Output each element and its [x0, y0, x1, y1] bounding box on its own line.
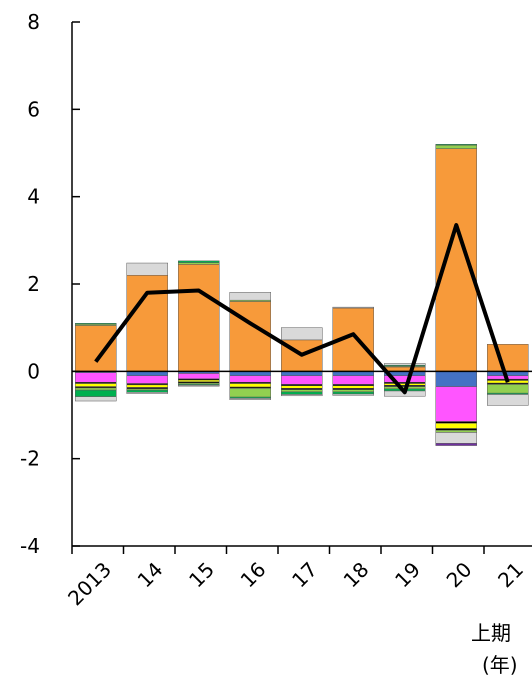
bar-segment-2013-3 — [75, 383, 117, 387]
bar-segment-17-3 — [281, 385, 323, 389]
bar-segment-16-7 — [229, 398, 271, 400]
bar-segment-20-9 — [435, 148, 477, 372]
x-tick-label-16: 16 — [236, 557, 271, 592]
y-tick-label: 0 — [27, 359, 40, 383]
y-tick-label: 4 — [27, 185, 40, 209]
bar-segment-15-9 — [178, 264, 220, 372]
x-tick-label-21: 21 — [493, 557, 528, 592]
bar-segment-18-5 — [332, 389, 374, 393]
x-annotation-year-unit: (年) — [482, 653, 518, 677]
bar-segment-18-7 — [332, 393, 374, 396]
total-line-layer — [94, 223, 510, 395]
total-line — [94, 223, 510, 395]
bar-segment-20-1 — [435, 386, 477, 422]
bar-segment-14-6 — [126, 389, 168, 393]
bar-segment-15-1 — [178, 373, 220, 380]
bar-segment-15-10 — [178, 262, 220, 265]
x-tick-label-19: 19 — [390, 557, 425, 592]
bar-segment-20-7 — [435, 432, 477, 444]
bar-segment-2013-9 — [75, 325, 117, 372]
bar-segment-16-1 — [229, 375, 271, 383]
bar-segment-20-8 — [435, 443, 477, 446]
bar-segment-2013-7 — [75, 396, 117, 402]
x-tick-label-20: 20 — [442, 557, 477, 592]
bar-segment-14-12 — [126, 262, 168, 276]
bar-segment-20-5 — [435, 430, 477, 433]
bar-segment-16-3 — [229, 383, 271, 388]
bar-segment-20-3 — [435, 423, 477, 429]
bar-segment-17-12 — [281, 327, 323, 341]
bar-segment-17-7 — [281, 394, 323, 397]
bar-segment-17-5 — [281, 389, 323, 393]
x-annotation-half-year: 上期 — [471, 621, 511, 645]
bar-segment-16-5 — [229, 388, 271, 398]
bar-segment-19-3 — [384, 383, 426, 386]
y-tick-label: -4 — [20, 534, 40, 558]
y-tick-label: 6 — [27, 97, 40, 121]
bar-segment-14-3 — [126, 384, 168, 388]
bar-segment-18-6 — [332, 391, 374, 395]
bar-segment-2013-11 — [75, 323, 117, 325]
bar-segment-2013-5 — [75, 387, 117, 391]
bar-segment-17-1 — [281, 375, 323, 385]
x-tick-label-2013: 2013 — [63, 557, 116, 610]
bar-segment-20-10 — [435, 144, 477, 149]
bar-segment-14-1 — [126, 375, 168, 384]
bar-segment-16-12 — [229, 292, 271, 301]
bar-layer — [75, 144, 529, 446]
y-tick-label: -2 — [20, 447, 40, 471]
bar-segment-21-5 — [487, 384, 529, 394]
x-tick-label-18: 18 — [339, 557, 374, 592]
y-tick-label: 2 — [27, 272, 40, 296]
bar-segment-20-4 — [435, 428, 477, 431]
bar-segment-14-9 — [126, 275, 168, 372]
bar-segment-17-6 — [281, 391, 323, 395]
x-tick-label-14: 14 — [133, 557, 168, 592]
bar-segment-2013-6 — [75, 389, 117, 397]
y-tick-label: 8 — [27, 10, 40, 34]
bar-segment-20-11 — [435, 144, 477, 146]
bar-segment-15-7 — [178, 385, 220, 387]
bar-segment-21-7 — [487, 394, 529, 406]
bar-segment-20-2 — [435, 421, 477, 424]
bar-segment-20-0 — [435, 371, 477, 387]
bar-segment-15-11 — [178, 260, 220, 263]
bar-segment-15-3 — [178, 379, 220, 383]
bar-segment-2013-1 — [75, 372, 117, 383]
bar-segment-21-9 — [487, 344, 529, 372]
bar-segment-18-12 — [332, 306, 374, 309]
bar-segment-18-1 — [332, 375, 374, 385]
bar-segment-19-12 — [384, 363, 426, 366]
bar-segment-14-7 — [126, 392, 168, 394]
x-tick-label-17: 17 — [287, 557, 322, 592]
x-tick-label-15: 15 — [184, 557, 219, 592]
bar-segment-18-3 — [332, 385, 374, 389]
